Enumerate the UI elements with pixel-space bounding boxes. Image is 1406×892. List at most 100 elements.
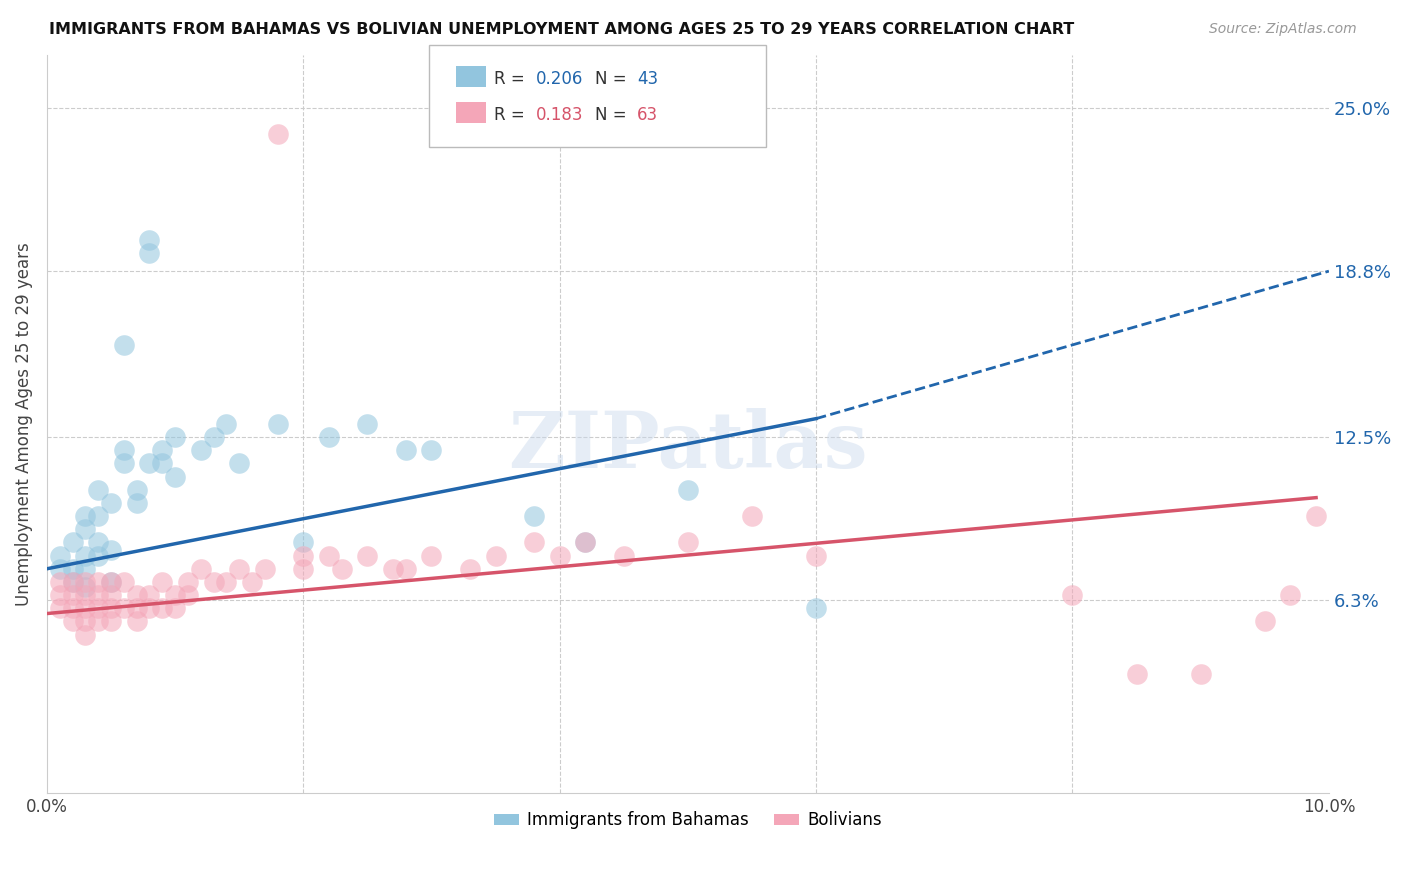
Point (125, 601, 148, 615)
Point (215, 574, 238, 589)
Text: Source: ZipAtlas.com: Source: ZipAtlas.com (1209, 22, 1357, 37)
Point (202, 574, 225, 589)
Point (292, 535, 315, 549)
Point (112, 601, 135, 615)
Point (1062, 588, 1084, 602)
Point (75, 627, 97, 641)
Point (395, 562, 418, 576)
Point (484, 549, 506, 563)
Point (75, 509, 97, 524)
Point (420, 443, 443, 458)
Point (48, 601, 70, 615)
Point (165, 588, 187, 602)
Point (318, 549, 340, 563)
Point (62, 574, 84, 589)
Point (62, 588, 84, 602)
Point (458, 562, 481, 576)
Text: N =: N = (595, 70, 631, 88)
Point (62, 535, 84, 549)
Text: 0.206: 0.206 (536, 70, 583, 88)
Point (62, 615, 84, 629)
Point (266, 127, 288, 141)
Text: N =: N = (595, 106, 631, 124)
Point (112, 457, 135, 471)
Point (48, 549, 70, 563)
Point (356, 549, 378, 563)
Y-axis label: Unemployment Among Ages 25 to 29 years: Unemployment Among Ages 25 to 29 years (15, 242, 32, 606)
Point (523, 509, 546, 524)
Point (62, 562, 84, 576)
Legend: Immigrants from Bahamas, Bolivians: Immigrants from Bahamas, Bolivians (488, 805, 889, 836)
Point (100, 615, 122, 629)
Point (574, 535, 596, 549)
Point (240, 574, 263, 589)
Point (202, 430, 225, 444)
Point (62, 601, 84, 615)
Point (292, 549, 315, 563)
Point (613, 549, 636, 563)
Point (87, 549, 110, 563)
Point (48, 588, 70, 602)
Point (87, 588, 110, 602)
Point (100, 574, 122, 589)
Point (165, 601, 187, 615)
Point (548, 549, 571, 563)
Point (292, 562, 315, 576)
Point (190, 562, 212, 576)
Point (741, 509, 763, 524)
Point (228, 562, 250, 576)
Point (75, 522, 97, 536)
Point (253, 562, 276, 576)
Point (150, 574, 173, 589)
Point (804, 601, 827, 615)
Text: R =: R = (494, 70, 530, 88)
Point (1279, 588, 1302, 602)
Point (125, 588, 148, 602)
Point (75, 601, 97, 615)
Point (75, 588, 97, 602)
Point (228, 457, 250, 471)
Point (177, 574, 200, 589)
Point (100, 496, 122, 510)
Point (356, 417, 378, 431)
Point (48, 562, 70, 576)
Point (165, 430, 187, 444)
Point (75, 562, 97, 576)
Point (523, 535, 546, 549)
Point (87, 535, 110, 549)
Point (330, 562, 353, 576)
Point (138, 233, 160, 247)
Point (62, 574, 84, 589)
Point (100, 588, 122, 602)
Point (177, 588, 200, 602)
Point (150, 601, 173, 615)
Point (138, 588, 160, 602)
Point (676, 483, 699, 497)
Point (138, 601, 160, 615)
Point (100, 601, 122, 615)
Point (100, 543, 122, 558)
Point (1189, 667, 1212, 681)
Point (87, 615, 110, 629)
Point (75, 615, 97, 629)
Point (87, 601, 110, 615)
Text: 43: 43 (637, 70, 658, 88)
Text: 63: 63 (637, 106, 658, 124)
Point (150, 443, 173, 458)
Point (48, 574, 70, 589)
Point (1125, 667, 1147, 681)
Point (215, 417, 238, 431)
Text: IMMIGRANTS FROM BAHAMAS VS BOLIVIAN UNEMPLOYMENT AMONG AGES 25 TO 29 YEARS CORRE: IMMIGRANTS FROM BAHAMAS VS BOLIVIAN UNEM… (49, 22, 1074, 37)
Point (165, 469, 187, 483)
Point (87, 483, 110, 497)
Point (804, 549, 827, 563)
Text: ZIPatlas: ZIPatlas (508, 408, 868, 484)
Point (100, 574, 122, 589)
Point (138, 245, 160, 260)
Point (1254, 615, 1277, 629)
Text: R =: R = (494, 106, 530, 124)
Point (318, 430, 340, 444)
Point (112, 443, 135, 458)
Point (87, 574, 110, 589)
Point (382, 562, 405, 576)
